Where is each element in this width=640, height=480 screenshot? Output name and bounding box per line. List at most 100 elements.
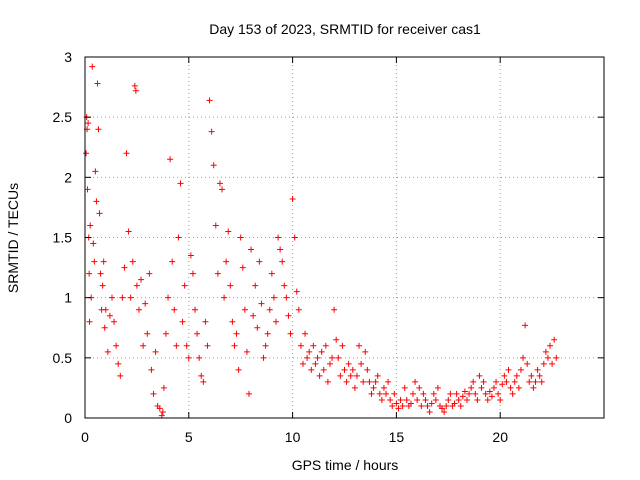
data-point: [235, 366, 242, 373]
data-point: [113, 342, 120, 349]
data-point: [281, 282, 288, 289]
y-tick-label: 1: [64, 290, 72, 306]
data-point: [111, 318, 118, 325]
data-point: [260, 354, 267, 361]
data-point: [102, 306, 109, 313]
data-point: [129, 258, 136, 265]
data-point: [270, 294, 277, 301]
data-point: [308, 366, 315, 373]
x-tick-label: 5: [185, 429, 193, 445]
data-point: [482, 390, 489, 397]
data-point: [160, 384, 167, 391]
y-tick-label: 0.5: [53, 350, 73, 366]
data-point: [472, 390, 479, 397]
data-point: [173, 342, 180, 349]
data-point: [395, 405, 402, 412]
data-point: [86, 270, 93, 277]
data-point: [547, 342, 554, 349]
data-point: [229, 318, 236, 325]
data-point: [214, 270, 221, 277]
data-point: [470, 378, 477, 385]
data-point: [312, 360, 319, 367]
data-point: [445, 396, 452, 403]
data-point: [131, 82, 138, 89]
data-point: [306, 348, 313, 355]
data-point: [410, 390, 417, 397]
data-point: [432, 396, 439, 403]
data-point: [252, 282, 259, 289]
y-tick-label: 2.5: [53, 109, 73, 125]
data-point: [358, 360, 365, 367]
data-point: [283, 294, 290, 301]
data-point: [225, 228, 232, 235]
data-point: [106, 312, 113, 319]
data-point: [206, 97, 213, 104]
data-point: [83, 150, 90, 157]
data-point: [380, 384, 387, 391]
data-point: [304, 354, 311, 361]
data-point: [397, 396, 404, 403]
data-point: [86, 318, 93, 325]
data-point: [104, 348, 111, 355]
data-point: [505, 366, 512, 373]
data-point: [204, 342, 211, 349]
data-point: [256, 258, 263, 265]
data-point: [268, 270, 275, 277]
data-point: [337, 372, 344, 379]
data-points: [83, 63, 560, 419]
data-point: [99, 282, 106, 289]
data-point: [418, 402, 425, 409]
data-point: [90, 240, 97, 247]
data-point: [85, 120, 92, 127]
data-point: [488, 393, 495, 400]
data-point: [275, 234, 282, 241]
data-point: [165, 294, 172, 301]
data-point: [291, 234, 298, 241]
x-axis-label: GPS time / hours: [292, 457, 399, 473]
data-point: [167, 156, 174, 163]
data-point: [540, 360, 547, 367]
data-point: [100, 258, 107, 265]
data-point: [95, 126, 102, 133]
data-point: [335, 354, 342, 361]
data-point: [387, 396, 394, 403]
data-point: [544, 354, 551, 361]
data-point: [171, 306, 178, 313]
data-point: [320, 366, 327, 373]
data-point: [414, 396, 421, 403]
data-point: [285, 312, 292, 319]
data-point: [345, 360, 352, 367]
data-point: [495, 390, 502, 397]
data-point: [223, 258, 230, 265]
data-point: [349, 366, 356, 373]
data-point: [322, 342, 329, 349]
data-point: [119, 294, 126, 301]
data-point: [250, 312, 257, 319]
data-point: [503, 378, 510, 385]
data-point: [362, 348, 369, 355]
data-point: [343, 378, 350, 385]
data-point: [326, 360, 333, 367]
data-point: [202, 318, 209, 325]
data-point: [441, 408, 448, 415]
data-point: [353, 372, 360, 379]
data-point: [97, 270, 104, 277]
y-tick-label: 0: [64, 410, 72, 426]
data-point: [221, 294, 228, 301]
data-point: [457, 402, 464, 409]
data-point: [480, 378, 487, 385]
data-point: [187, 252, 194, 259]
data-point: [430, 390, 437, 397]
data-point: [208, 128, 215, 135]
data-point: [142, 300, 149, 307]
data-point: [553, 354, 560, 361]
data-point: [248, 246, 255, 253]
data-point: [513, 372, 520, 379]
data-point: [459, 393, 466, 400]
data-point: [148, 366, 155, 373]
data-point: [426, 408, 433, 415]
chart-title: Day 153 of 2023, SRMTID for receiver cas…: [209, 21, 481, 37]
data-point: [92, 168, 99, 175]
data-point: [524, 360, 531, 367]
data-point: [374, 372, 381, 379]
